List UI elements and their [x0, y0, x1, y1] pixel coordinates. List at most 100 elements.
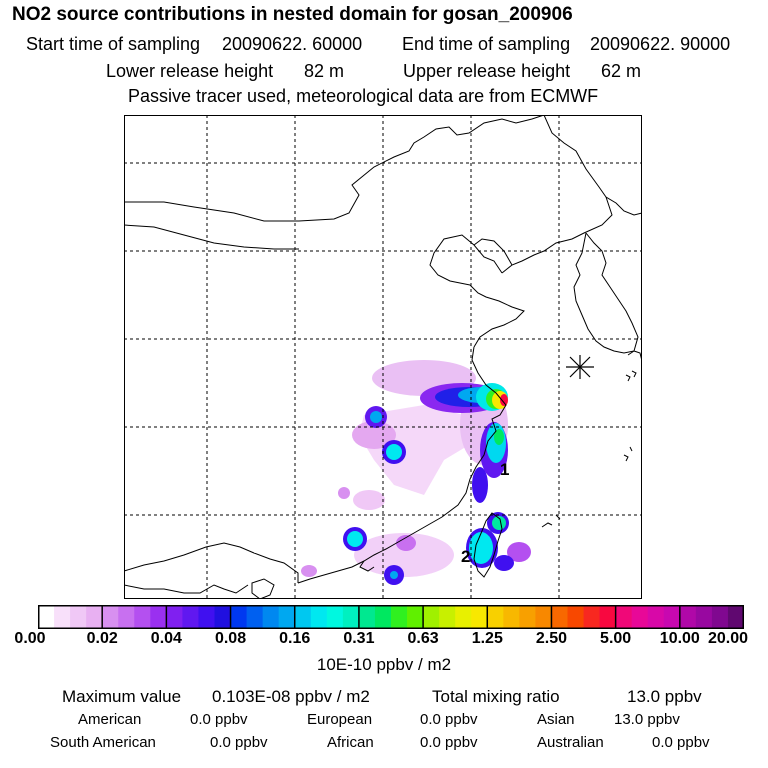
- colorbar-tick-label: 0.63: [407, 630, 439, 647]
- colorbar-swatch: [262, 605, 280, 629]
- colorbar-tick-label: 5.00: [600, 630, 632, 647]
- colorbar-swatch: [471, 605, 488, 629]
- colorbar-tick-label: 1.25: [471, 630, 503, 647]
- plume-halo: [338, 487, 350, 499]
- lower-height-value: 82 m: [304, 61, 345, 81]
- receptor-marker-icon: [566, 355, 594, 379]
- colorbar-tick-label: 0.04: [150, 630, 182, 647]
- colorbar-swatch: [246, 605, 264, 629]
- colorbar-unit: 10E-10 ppbv / m2: [316, 655, 452, 674]
- colorbar-swatch: [391, 605, 408, 629]
- colorbar-swatch: [70, 605, 87, 629]
- colorbar-swatch: [663, 605, 681, 629]
- end-time-value: 20090622. 90000: [590, 34, 731, 54]
- tracer-note: Passive tracer used, meteorological data…: [128, 86, 599, 106]
- plume-blob: [390, 571, 398, 579]
- plume-halo: [353, 490, 385, 510]
- colorbar-swatch: [310, 605, 328, 629]
- colorbar-swatch: [278, 605, 296, 629]
- south-american-label: South American: [50, 734, 156, 751]
- colorbar-swatch: [374, 605, 392, 629]
- colorbar-swatch: [519, 605, 536, 629]
- colorbar-swatch: [615, 605, 633, 629]
- plume-halo: [354, 533, 454, 577]
- colorbar-swatch: [38, 605, 55, 629]
- colorbar-swatch: [727, 605, 744, 629]
- plume-layer: [301, 360, 531, 585]
- colorbar-swatch: [551, 605, 568, 629]
- european-label: European: [307, 711, 373, 728]
- colorbar-swatch: [695, 605, 713, 629]
- colorbar-swatch: [166, 605, 183, 629]
- colorbar: [38, 605, 744, 629]
- colorbar-swatch: [102, 605, 119, 629]
- plume-red: [500, 394, 508, 406]
- colorbar-tick-label: 0.08: [214, 630, 247, 647]
- source-contribution-map: 1 2: [124, 115, 642, 599]
- total-mixing-value: 13.0 ppbv: [627, 687, 702, 706]
- plume-halo: [301, 565, 317, 577]
- american-label: American: [78, 711, 142, 728]
- start-time-value: 20090622. 60000: [222, 34, 363, 54]
- colorbar-swatch: [599, 605, 617, 629]
- colorbar-swatch: [118, 605, 135, 629]
- colorbar-frame: [38, 605, 744, 629]
- colorbar-swatch: [711, 605, 729, 629]
- colorbar-swatch: [198, 605, 215, 629]
- colorbar-swatch: [423, 605, 440, 629]
- colorbar-swatch: [647, 605, 665, 629]
- max-value: 0.103E-08 ppbv / m2: [212, 687, 370, 706]
- plot-title: NO2 source contributions in nested domai…: [12, 4, 573, 25]
- colorbar-tick-label: 0.31: [343, 630, 375, 647]
- south-american-value: 0.0 ppbv: [210, 734, 268, 751]
- colorbar-swatch: [535, 605, 552, 629]
- plume-green: [494, 429, 504, 445]
- colorbar-tick-label: 0.00: [14, 630, 46, 647]
- colorbar-tick-label: 20.00: [707, 630, 749, 647]
- colorbar-swatch: [567, 605, 584, 629]
- colorbar-swatch: [86, 605, 103, 629]
- cluster-label-1: 1: [500, 460, 509, 479]
- plume-halo: [396, 535, 416, 551]
- colorbar-swatch: [230, 605, 247, 629]
- plume-taiwan: [494, 555, 514, 571]
- australian-label: Australian: [537, 734, 604, 751]
- american-value: 0.0 ppbv: [190, 711, 248, 728]
- plume-blob: [347, 531, 363, 547]
- colorbar-swatch: [358, 605, 376, 629]
- colorbar-swatch: [150, 605, 167, 629]
- lower-height-label: Lower release height: [106, 61, 274, 81]
- colorbar-swatch: [407, 605, 424, 629]
- colorbar-swatch: [134, 605, 151, 629]
- plume-taiwan: [469, 532, 493, 564]
- colorbar-tick-label: 0.16: [279, 630, 311, 647]
- colorbar-swatch: [326, 605, 344, 629]
- plume-blue: [472, 467, 488, 503]
- african-value: 0.0 ppbv: [420, 734, 478, 751]
- asian-value: 13.0 ppbv: [614, 711, 680, 728]
- colorbar-swatch: [583, 605, 600, 629]
- max-value-label: Maximum value: [62, 687, 182, 706]
- upper-height-label: Upper release height: [403, 61, 571, 81]
- colorbar-swatch: [214, 605, 231, 629]
- plume-halo: [352, 421, 396, 449]
- european-value: 0.0 ppbv: [420, 711, 478, 728]
- colorbar-swatch: [455, 605, 472, 629]
- colorbar-swatch: [294, 605, 312, 629]
- total-mixing-label: Total mixing ratio: [432, 687, 560, 706]
- plume-blob: [370, 411, 382, 423]
- plume-halo: [507, 542, 531, 562]
- african-label: African: [327, 734, 374, 751]
- colorbar-swatch: [54, 605, 71, 629]
- australian-value: 0.0 ppbv: [652, 734, 710, 751]
- colorbar-tick-label: 10.00: [659, 630, 700, 647]
- cluster-label-2: 2: [461, 547, 470, 566]
- colorbar-swatch: [487, 605, 504, 629]
- colorbar-swatch: [503, 605, 520, 629]
- upper-height-value: 62 m: [601, 61, 642, 81]
- colorbar-swatch: [439, 605, 456, 629]
- plume-taiwan: [492, 516, 506, 530]
- asian-label: Asian: [537, 711, 575, 728]
- plume-blob: [386, 444, 402, 460]
- colorbar-tick-label: 2.50: [535, 630, 568, 647]
